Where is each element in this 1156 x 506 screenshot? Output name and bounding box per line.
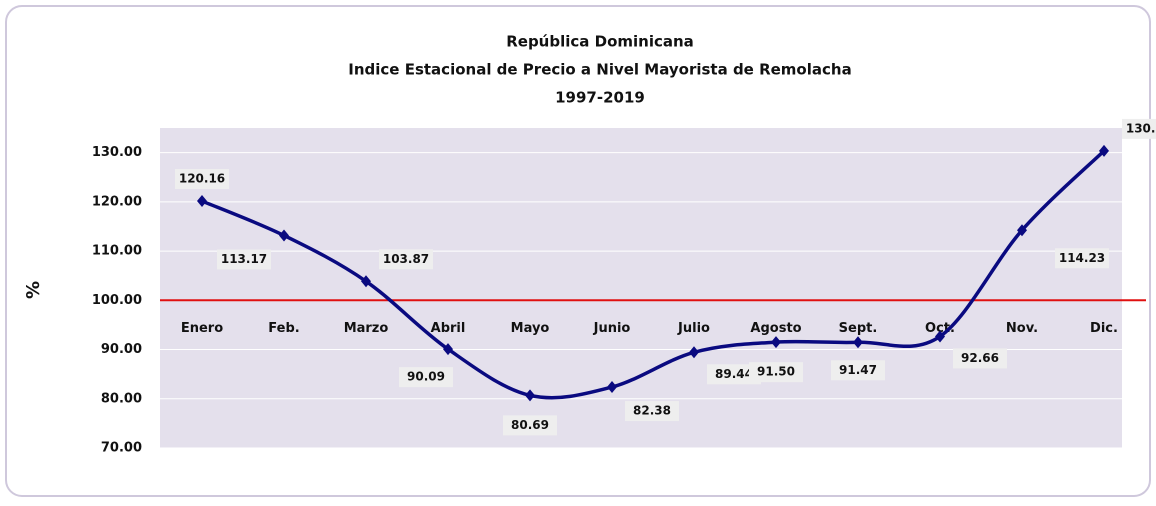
data-label: 89.44 (715, 367, 753, 381)
x-tick-label: Sept. (839, 321, 878, 336)
data-label: 103.87 (383, 252, 429, 266)
marker (525, 389, 535, 402)
chart-subtitle: Indice Estacional de Precio a Nivel Mayo… (348, 61, 851, 79)
chart-period: 1997-2019 (555, 89, 645, 107)
marker (689, 346, 699, 359)
x-tick-label: Mayo (511, 321, 550, 336)
data-label-box (175, 169, 229, 190)
data-label: 91.47 (839, 363, 877, 377)
y-tick-label: 80.00 (101, 391, 142, 406)
data-label: 91.50 (757, 365, 795, 379)
data-label-box (503, 415, 557, 436)
x-tick-label: Agosto (750, 321, 801, 336)
x-tick-label: Enero (181, 321, 223, 336)
marker (1017, 224, 1027, 237)
marker (935, 330, 945, 343)
marker (771, 336, 781, 349)
data-label: 80.69 (511, 418, 549, 432)
y-tick-label: 100.00 (92, 293, 142, 308)
data-label: 82.38 (633, 404, 671, 418)
data-label: 114.23 (1059, 251, 1105, 265)
data-label: 113.17 (221, 252, 267, 266)
y-tick-label: 120.00 (92, 194, 142, 209)
data-label-box (399, 367, 453, 388)
data-label-box (1055, 248, 1109, 269)
data-label: 120.16 (179, 172, 225, 186)
plot-area (160, 128, 1122, 448)
y-axis-label: % (23, 281, 44, 299)
marker (607, 381, 617, 394)
x-tick-label: Julio (677, 321, 710, 336)
y-tick-label: 110.00 (92, 244, 142, 259)
x-tick-label: Nov. (1006, 321, 1038, 336)
data-label-box (625, 401, 679, 422)
data-label-box (953, 348, 1007, 369)
marker (279, 229, 289, 242)
data-label-box (749, 362, 803, 383)
y-tick-label: 130.00 (92, 145, 142, 160)
data-label-box (1122, 118, 1156, 139)
y-tick-label: 90.00 (101, 342, 142, 357)
marker (443, 343, 453, 356)
marker (361, 275, 371, 288)
x-tick-label: Abril (431, 321, 466, 336)
x-tick-label: Dic. (1090, 321, 1118, 336)
data-label-box (831, 360, 885, 381)
marker (197, 195, 207, 208)
x-tick-label: Junio (593, 321, 631, 336)
data-label: 92.66 (961, 351, 999, 365)
data-label: 90.09 (407, 370, 445, 384)
x-tick-label: Feb. (268, 321, 299, 336)
data-label: 130.35 (1126, 121, 1156, 135)
data-label-box (217, 249, 271, 270)
marker (1099, 144, 1109, 157)
marker (853, 336, 863, 349)
data-label-box (379, 249, 433, 270)
x-tick-label: Marzo (344, 321, 389, 336)
y-tick-label: 70.00 (101, 441, 142, 456)
chart-title: República Dominicana (506, 33, 694, 51)
data-label-box (707, 364, 761, 385)
